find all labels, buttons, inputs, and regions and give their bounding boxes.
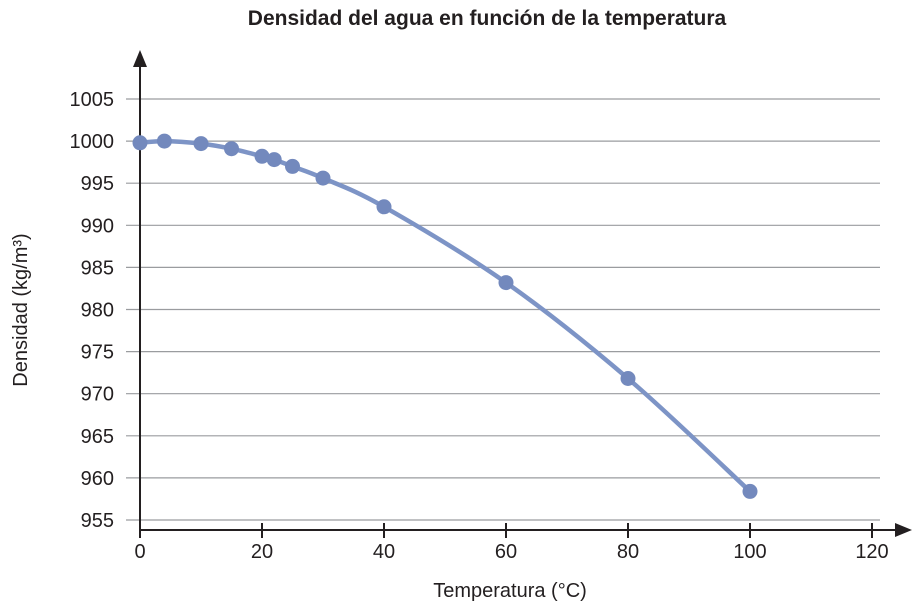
y-tick-label: 1005 [70,89,115,111]
data-point-marker [498,275,514,291]
y-tick-label: 970 [81,384,114,406]
data-point-marker [266,152,282,168]
plot-area: 955 960 965 970 975 980 985 990 995 1000 1005 0 20 40… [70,50,912,563]
data-point-marker [156,133,172,149]
data-point-marker [224,141,239,157]
x-axis-arrow [895,523,912,537]
y-axis-label: Densidad (kg/m³) [10,233,32,386]
chart-title: Densidad del agua en función de la tempe… [248,7,727,30]
x-tick-label: 40 [373,541,395,563]
series-line [137,138,753,494]
y-tick-label: 960 [81,468,114,490]
y-axis-arrow [133,50,147,67]
x-tick-label: 20 [251,541,273,563]
data-point-marker [132,135,148,151]
y-tick-label: 980 [81,300,114,322]
y-tick-label: 1000 [70,131,115,153]
data-point-marker [620,371,636,386]
data-point-marker [285,158,300,174]
y-tick-label: 965 [81,426,114,448]
data-point-marker [315,170,331,186]
y-tick-label: 985 [81,257,114,279]
y-tick-label: 975 [81,342,114,364]
data-point-marker [376,199,392,215]
x-tick-label: 100 [733,541,766,563]
x-tick-label: 0 [134,541,145,563]
data-point-marker [193,136,209,152]
x-tick-label: 120 [855,541,888,563]
x-tick-label: 60 [495,541,517,563]
data-point-marker [254,148,270,164]
y-tick-label: 955 [81,510,114,532]
y-tick-label: 995 [81,173,114,195]
y-tick-label: 990 [81,215,114,237]
x-axis-label: Temperatura (°C) [433,580,587,602]
x-tick-label: 80 [617,541,639,563]
data-point-marker [742,483,758,499]
